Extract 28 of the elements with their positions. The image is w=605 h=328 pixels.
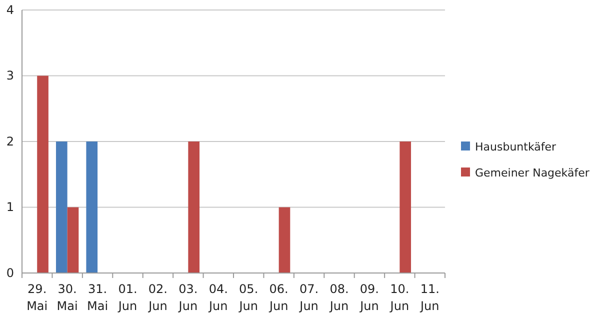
y-tick-label: 3: [6, 68, 14, 83]
bar: [56, 142, 68, 273]
x-tick-label: 29. Mai: [26, 282, 48, 313]
x-tick-label: 05. Jun: [238, 282, 258, 313]
x-tick-label: 07. Jun: [298, 282, 319, 313]
x-tick-label: 02. Jun: [148, 282, 168, 313]
x-tick-label: 01. Jun: [117, 282, 138, 313]
y-tick-label: 4: [6, 2, 14, 17]
bar: [37, 76, 48, 273]
x-tick-label: 08. Jun: [328, 282, 349, 313]
x-tick-label: 04. Jun: [208, 282, 228, 313]
x-tick-label: 06. Jun: [268, 282, 288, 313]
legend-label: Hausbuntkäfer: [475, 140, 557, 154]
x-tick-label: 30. Mai: [56, 282, 78, 313]
bar: [400, 142, 412, 273]
bar: [278, 207, 290, 273]
x-tick-label: 10. Jun: [389, 282, 410, 313]
x-tick-label: 09. Jun: [359, 282, 380, 313]
x-tick-label: 03. Jun: [178, 282, 198, 313]
y-tick-label: 2: [6, 134, 14, 148]
bar: [188, 142, 200, 273]
bar: [67, 207, 79, 273]
x-tick-label: 11. Jun: [420, 282, 440, 313]
y-tick-label: 1: [6, 200, 14, 214]
y-tick-label: 0: [6, 266, 14, 280]
legend-label: Gemeiner Nagekäfer: [475, 166, 590, 180]
x-tick-label: 31. Mai: [87, 282, 108, 313]
bar: [86, 142, 98, 273]
